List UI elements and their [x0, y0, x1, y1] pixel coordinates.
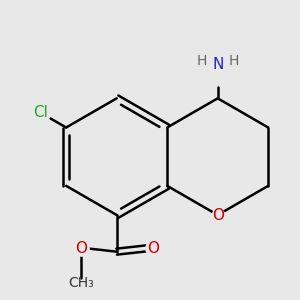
Text: Cl: Cl: [33, 105, 48, 120]
Text: H: H: [229, 54, 239, 68]
Text: N: N: [212, 58, 224, 73]
Text: H: H: [196, 54, 207, 68]
Text: O: O: [212, 208, 224, 223]
Text: O: O: [147, 241, 159, 256]
Text: CH₃: CH₃: [68, 276, 94, 290]
Text: O: O: [75, 241, 87, 256]
